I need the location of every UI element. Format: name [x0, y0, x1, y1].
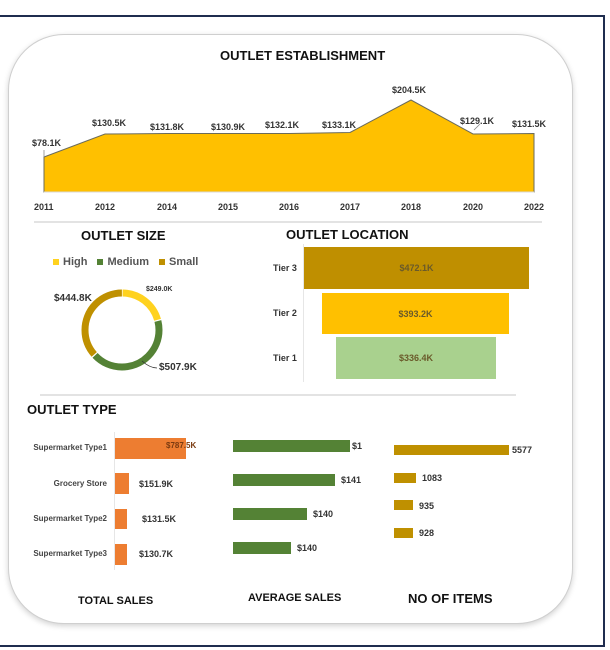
- items-label-3: 935: [419, 501, 435, 511]
- total-sales-bar-4: [115, 544, 127, 565]
- avg-sales-bar-1: [233, 440, 350, 452]
- total-sales-bar-2: [115, 473, 129, 494]
- total-sales-label-3: $131.5K: [142, 514, 177, 524]
- funnel-bar-tier1: $336.4K: [336, 337, 496, 379]
- funnel-value-tier3: $472.1K: [399, 263, 434, 273]
- tier2-label: Tier 2: [273, 308, 297, 318]
- items-label-2: 1083: [422, 473, 443, 483]
- separator-middle: [40, 394, 516, 396]
- items-label-4: 928: [419, 528, 435, 538]
- area-label-2017: $133.1K: [322, 120, 357, 130]
- category-supermarket-type1: Supermarket Type1: [33, 443, 107, 452]
- outlet-type-axis: [114, 432, 115, 570]
- x-tick-2022: 2022: [524, 202, 545, 212]
- items-bar-2: [394, 473, 416, 483]
- funnel-axis: [303, 244, 304, 382]
- outlet-type-title: OUTLET TYPE: [27, 402, 117, 417]
- x-tick-2017: 2017: [340, 202, 361, 212]
- donut-label-medium: $507.9K: [159, 362, 197, 373]
- legend-swatch-high: [53, 259, 59, 266]
- donut-label-high: $249.0K: [146, 286, 173, 293]
- category-supermarket-type3: Supermarket Type3: [33, 549, 107, 558]
- donut-label-small: $444.8K: [54, 293, 92, 304]
- outlet-size-legend: High Medium Small: [53, 256, 198, 268]
- average-sales-title: AVERAGE SALES: [248, 592, 342, 604]
- x-tick-2020: 2020: [463, 202, 484, 212]
- total-sales-bar-1: [115, 438, 186, 459]
- legend-label-high: High: [63, 256, 88, 268]
- area-label-2011: $78.1K: [32, 138, 62, 148]
- legend-item-medium: Medium: [97, 256, 149, 268]
- avg-sales-label-1: $141: [352, 441, 362, 451]
- area-label-2012: $130.5K: [92, 118, 127, 128]
- legend-item-high: High: [53, 256, 87, 268]
- avg-sales-label-2: $141: [341, 475, 362, 485]
- avg-sales-bar-3: [233, 508, 307, 520]
- x-tick-2014: 2014: [157, 202, 178, 212]
- items-bar-4: [394, 528, 413, 538]
- tier1-label: Tier 1: [273, 353, 297, 363]
- donut-slice-medium: [81, 289, 163, 371]
- total-sales-label-4: $130.7K: [139, 549, 174, 559]
- category-grocery-store: Grocery Store: [53, 479, 107, 488]
- outlet-size-title: OUTLET SIZE: [81, 228, 166, 243]
- items-bar-1: [394, 445, 509, 455]
- legend-label-medium: Medium: [107, 256, 150, 268]
- legend-swatch-small: [159, 259, 166, 266]
- x-tick-2015: 2015: [218, 202, 239, 212]
- avg-sales-label-3: $140: [313, 509, 334, 519]
- legend-swatch-medium: [97, 259, 104, 266]
- total-sales-title: TOTAL SALES: [78, 595, 154, 607]
- outlet-location-title: OUTLET LOCATION: [286, 227, 409, 242]
- funnel-bar-tier3: $472.1K: [304, 247, 529, 289]
- category-supermarket-type2: Supermarket Type2: [33, 514, 107, 523]
- x-tick-2018: 2018: [401, 202, 422, 212]
- no-of-items-title: NO OF ITEMS: [408, 591, 493, 606]
- avg-sales-label-4: $140: [297, 543, 318, 553]
- donut-slice-small: [81, 289, 163, 371]
- area-label-2022: $131.5K: [512, 119, 547, 129]
- outlet-establishment-area-chart: [43, 99, 535, 193]
- legend-label-small: Small: [169, 256, 199, 268]
- x-tick-2011: 2011: [34, 202, 54, 212]
- area-label-2018: $204.5K: [392, 85, 427, 95]
- legend-item-small: Small: [159, 256, 198, 268]
- area-label-2020: $129.1K: [460, 116, 495, 126]
- area-label-2016: $132.1K: [265, 120, 300, 130]
- tier3-label: Tier 3: [273, 263, 297, 273]
- dashboard-frame: [0, 15, 605, 647]
- total-sales-label-2: $151.9K: [139, 479, 174, 489]
- x-tick-2016: 2016: [279, 202, 300, 212]
- total-sales-bar-3: [115, 509, 127, 529]
- area-label-2014: $131.8K: [150, 122, 185, 132]
- total-sales-label-1: $787.5K: [166, 441, 197, 450]
- avg-sales-bar-2: [233, 474, 335, 486]
- funnel-value-tier1: $336.4K: [398, 353, 434, 363]
- x-tick-2012: 2012: [95, 202, 116, 212]
- funnel-bar-tier2: $393.2K: [322, 293, 509, 334]
- items-label-1: 5577: [512, 445, 533, 455]
- funnel-value-tier2: $393.2K: [398, 308, 433, 319]
- items-bar-3: [394, 500, 413, 510]
- outlet-establishment-title: OUTLET ESTABLISHMENT: [220, 48, 386, 63]
- avg-sales-bar-4: [233, 542, 291, 554]
- area-label-2015: $130.9K: [211, 122, 246, 132]
- outlet-size-donut-chart: [81, 289, 163, 371]
- separator-top: [34, 221, 542, 223]
